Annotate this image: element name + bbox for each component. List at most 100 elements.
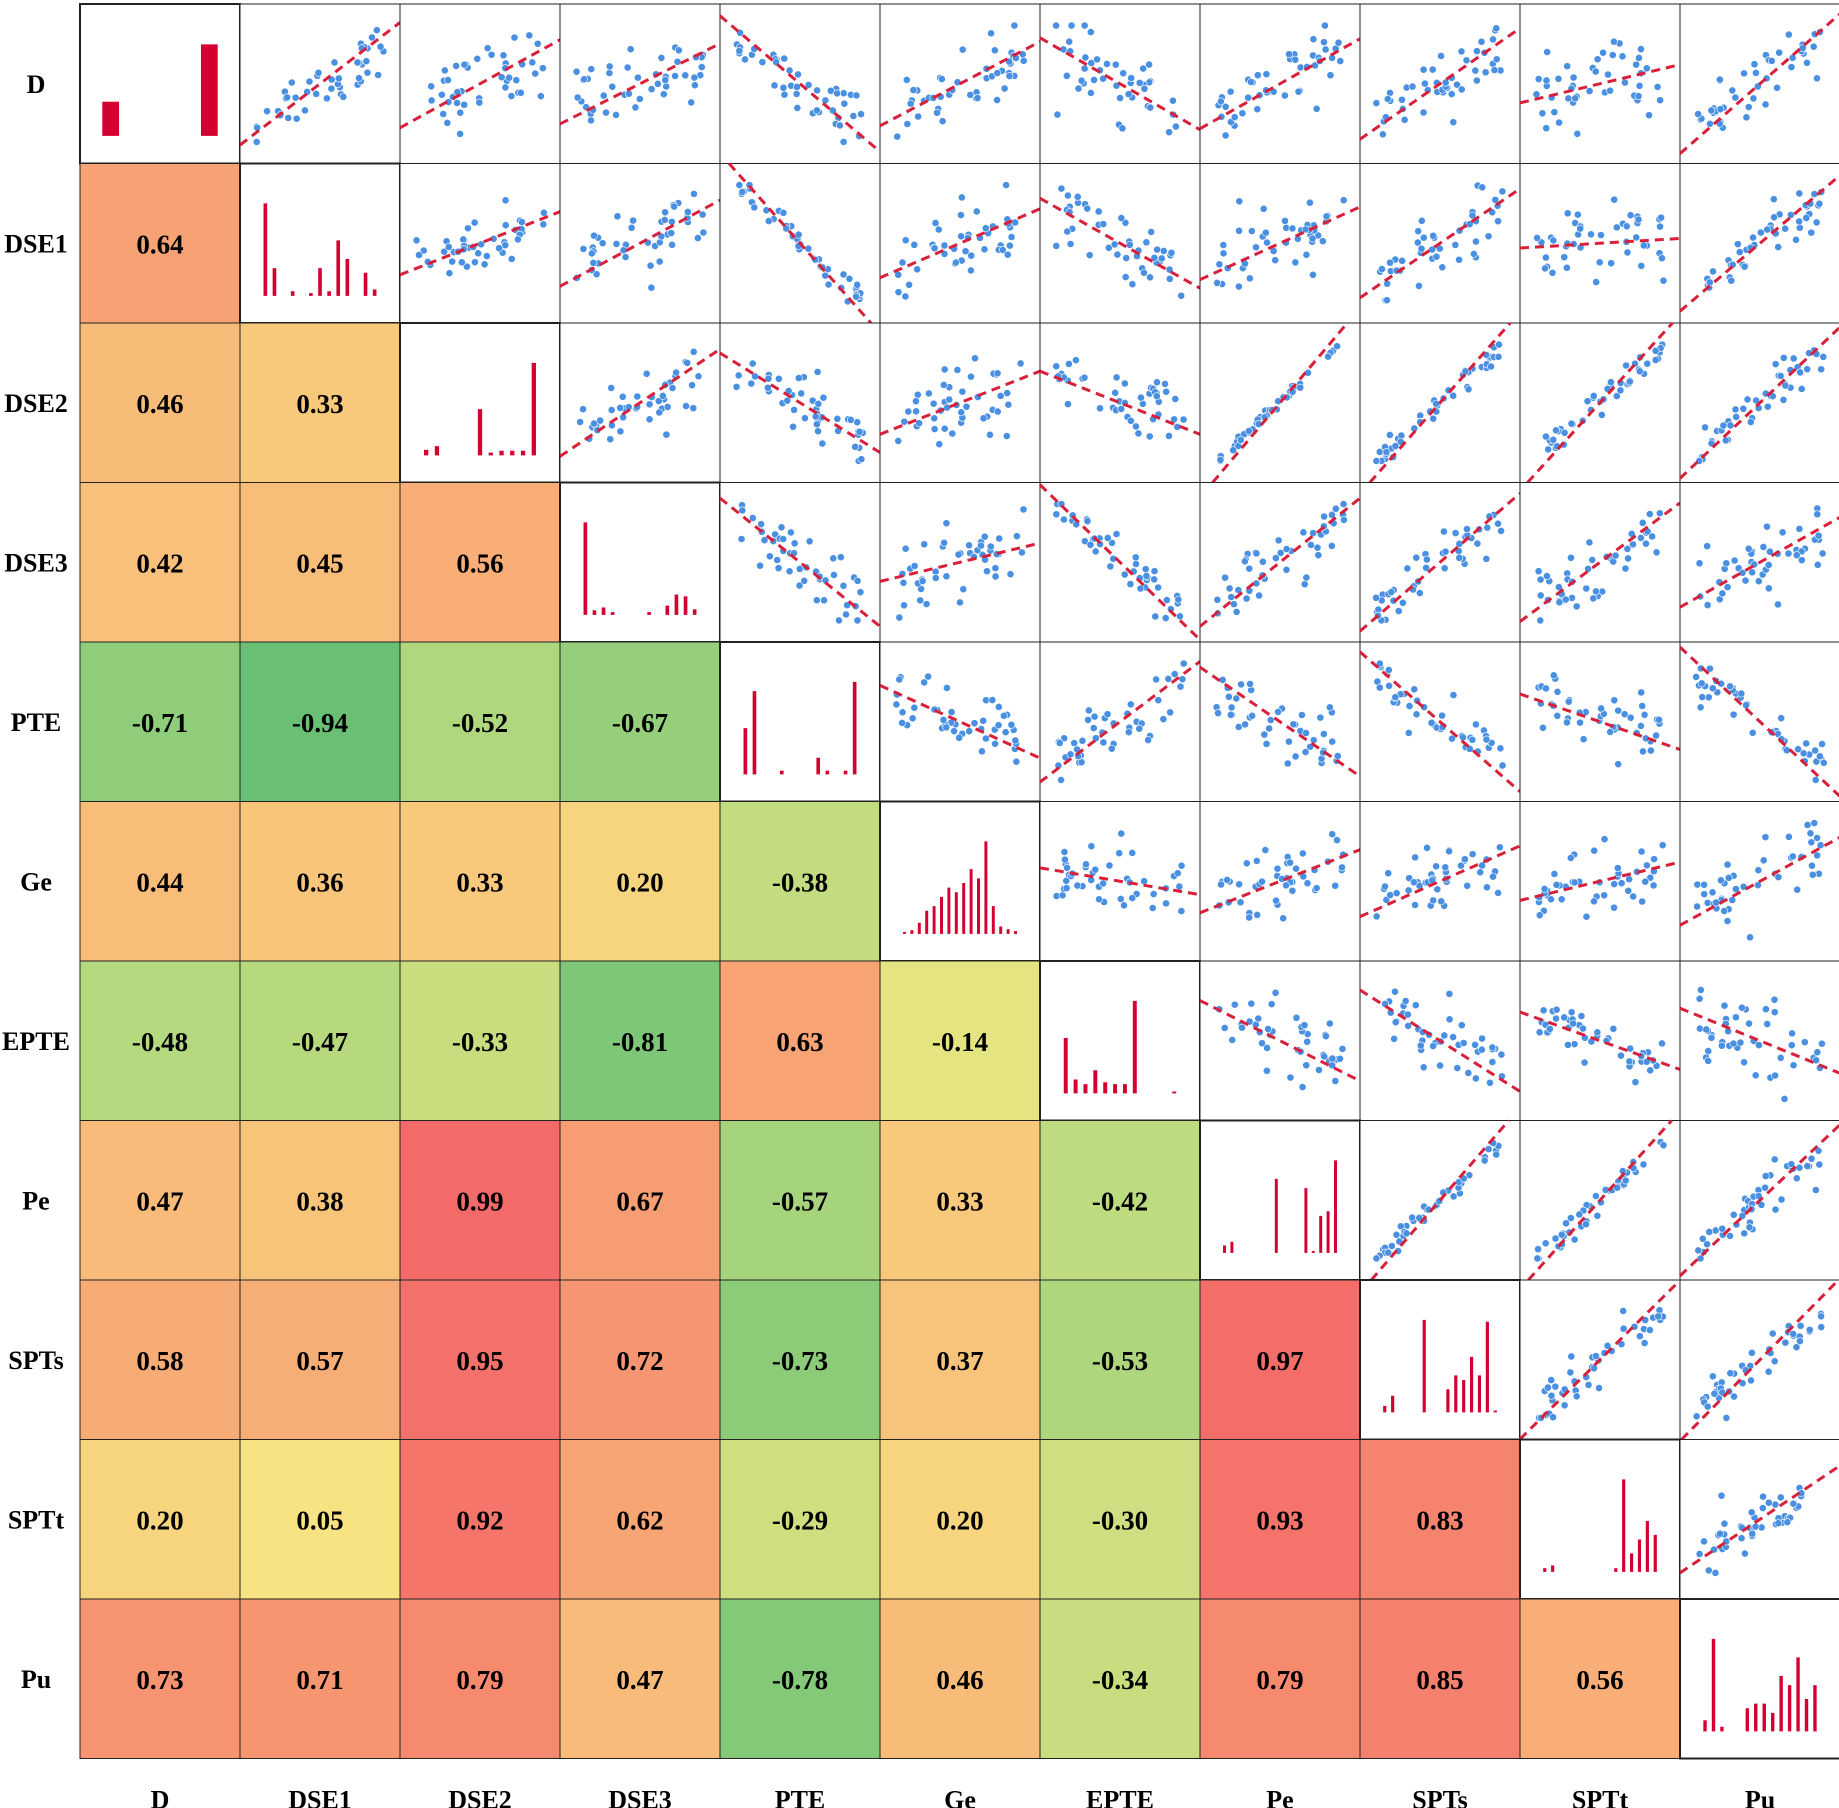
hist-bar <box>592 610 597 615</box>
scatter-point <box>1752 68 1760 77</box>
hist-bar <box>947 887 951 934</box>
scatter-point <box>1217 880 1225 889</box>
scatter-point <box>901 236 910 245</box>
scatter-point <box>1119 69 1128 78</box>
scatter-point <box>1793 885 1802 894</box>
hist-bar <box>954 892 958 934</box>
scatter-point <box>1165 432 1173 440</box>
hist-bar <box>101 100 121 137</box>
scatter-point <box>979 716 988 725</box>
scatter-point <box>1413 238 1422 247</box>
scatter-point <box>1473 539 1482 548</box>
scatter-point <box>1078 736 1087 745</box>
scatter-point <box>1748 568 1757 577</box>
scatter-point <box>1707 1033 1716 1042</box>
scatter-point <box>1315 1066 1323 1074</box>
scatter-point <box>1554 74 1563 83</box>
scatter-point <box>612 239 621 248</box>
scatter-point <box>1743 395 1752 404</box>
scatter-point <box>906 99 915 108</box>
scatter-point <box>1391 442 1400 450</box>
scatter-point <box>473 54 482 63</box>
scatter-point <box>1409 878 1418 887</box>
scatter-point <box>1291 258 1300 267</box>
scatter-point <box>1116 895 1125 903</box>
scatter-point <box>362 57 371 66</box>
scatter-point <box>1567 419 1576 428</box>
matrix-cells: 0.640.46 0.330.42 0.45 0.56-0.71 -0.94 -0.52-… <box>79 3 1839 1760</box>
scatter-point <box>623 63 632 72</box>
scatter-point <box>1429 414 1438 423</box>
column-labels: D DSE1 DSE2 DSE3 PTE Ge EPTE Pe SPTs SPTt Pu <box>151 1786 1776 1808</box>
scatter-point <box>1272 896 1280 905</box>
hist-bar <box>1543 1568 1547 1572</box>
cell-pe-dse2: 0.99 <box>399 1120 561 1281</box>
scatter-point <box>1150 575 1159 584</box>
scatter-point <box>1648 532 1657 541</box>
scatter-point <box>1090 712 1099 721</box>
scatter-point <box>1308 234 1317 243</box>
scatter-point <box>1457 1021 1466 1030</box>
scatter-point <box>1592 1352 1600 1360</box>
scatter-point <box>1698 693 1707 701</box>
scatter-point <box>1108 539 1116 547</box>
fit-line <box>1199 665 1361 778</box>
scatter-point <box>459 235 468 244</box>
fit-line <box>1199 496 1361 628</box>
scatter-point <box>1811 776 1820 784</box>
scatter-point <box>1763 1020 1772 1028</box>
fit-line <box>559 198 721 288</box>
scatter-point <box>1159 247 1168 255</box>
scatter-point <box>1298 1083 1307 1091</box>
scatter-point <box>681 71 690 80</box>
scatter-point <box>1638 897 1647 906</box>
col-label-pe: Pe <box>1266 1786 1293 1808</box>
scatter-point <box>1325 1019 1334 1028</box>
scatter-point <box>1717 1491 1726 1500</box>
fit-line <box>1359 492 1521 633</box>
scatter-point <box>1781 224 1790 233</box>
corr-value: -0.67 <box>612 708 668 738</box>
scatter-point <box>945 395 954 404</box>
scatter-point <box>790 539 799 548</box>
scatter-point <box>1754 881 1762 890</box>
cell-pe-spts <box>1359 1119 1521 1281</box>
scatter-point <box>967 372 975 381</box>
scatter-point <box>965 541 973 550</box>
hist-frame <box>1519 1438 1681 1600</box>
scatter-point <box>1700 880 1709 889</box>
scatter-point <box>1590 897 1598 906</box>
fit-line <box>1680 1278 1839 1441</box>
corr-value: 0.63 <box>776 1027 823 1057</box>
scatter-point <box>1792 551 1801 560</box>
corr-cell-bg <box>1199 1598 1361 1759</box>
hist-bar <box>336 240 341 296</box>
scatter-point <box>1494 352 1503 361</box>
fit-line <box>1678 1123 1839 1277</box>
scatter-point <box>1776 372 1785 380</box>
scatter-point <box>690 73 699 82</box>
scatter-point <box>734 371 743 380</box>
fit-line <box>1199 848 1361 915</box>
scatter-point <box>668 240 676 249</box>
fit-line <box>1199 37 1361 131</box>
scatter-point <box>813 86 821 95</box>
scatter-point <box>920 540 929 549</box>
scatter-point <box>764 217 773 225</box>
scatter-point <box>1422 555 1431 564</box>
scatter-point <box>1162 596 1171 604</box>
scatter-point <box>1306 198 1314 207</box>
scatter-point <box>1579 735 1588 744</box>
scatter-point <box>901 544 910 553</box>
scatter-point <box>301 106 309 115</box>
scatter-point <box>1462 56 1471 65</box>
scatter-point <box>690 189 698 198</box>
cell-d-pe <box>1199 3 1361 164</box>
scatter-point <box>1717 876 1725 885</box>
scatter-point <box>1325 703 1334 712</box>
scatter-point <box>814 399 823 408</box>
corr-value: -0.71 <box>132 708 188 738</box>
scatter-point <box>452 62 461 70</box>
corr-cell-bg <box>1039 1120 1201 1281</box>
cell-sptt-dse1: 0.05 <box>239 1439 401 1600</box>
